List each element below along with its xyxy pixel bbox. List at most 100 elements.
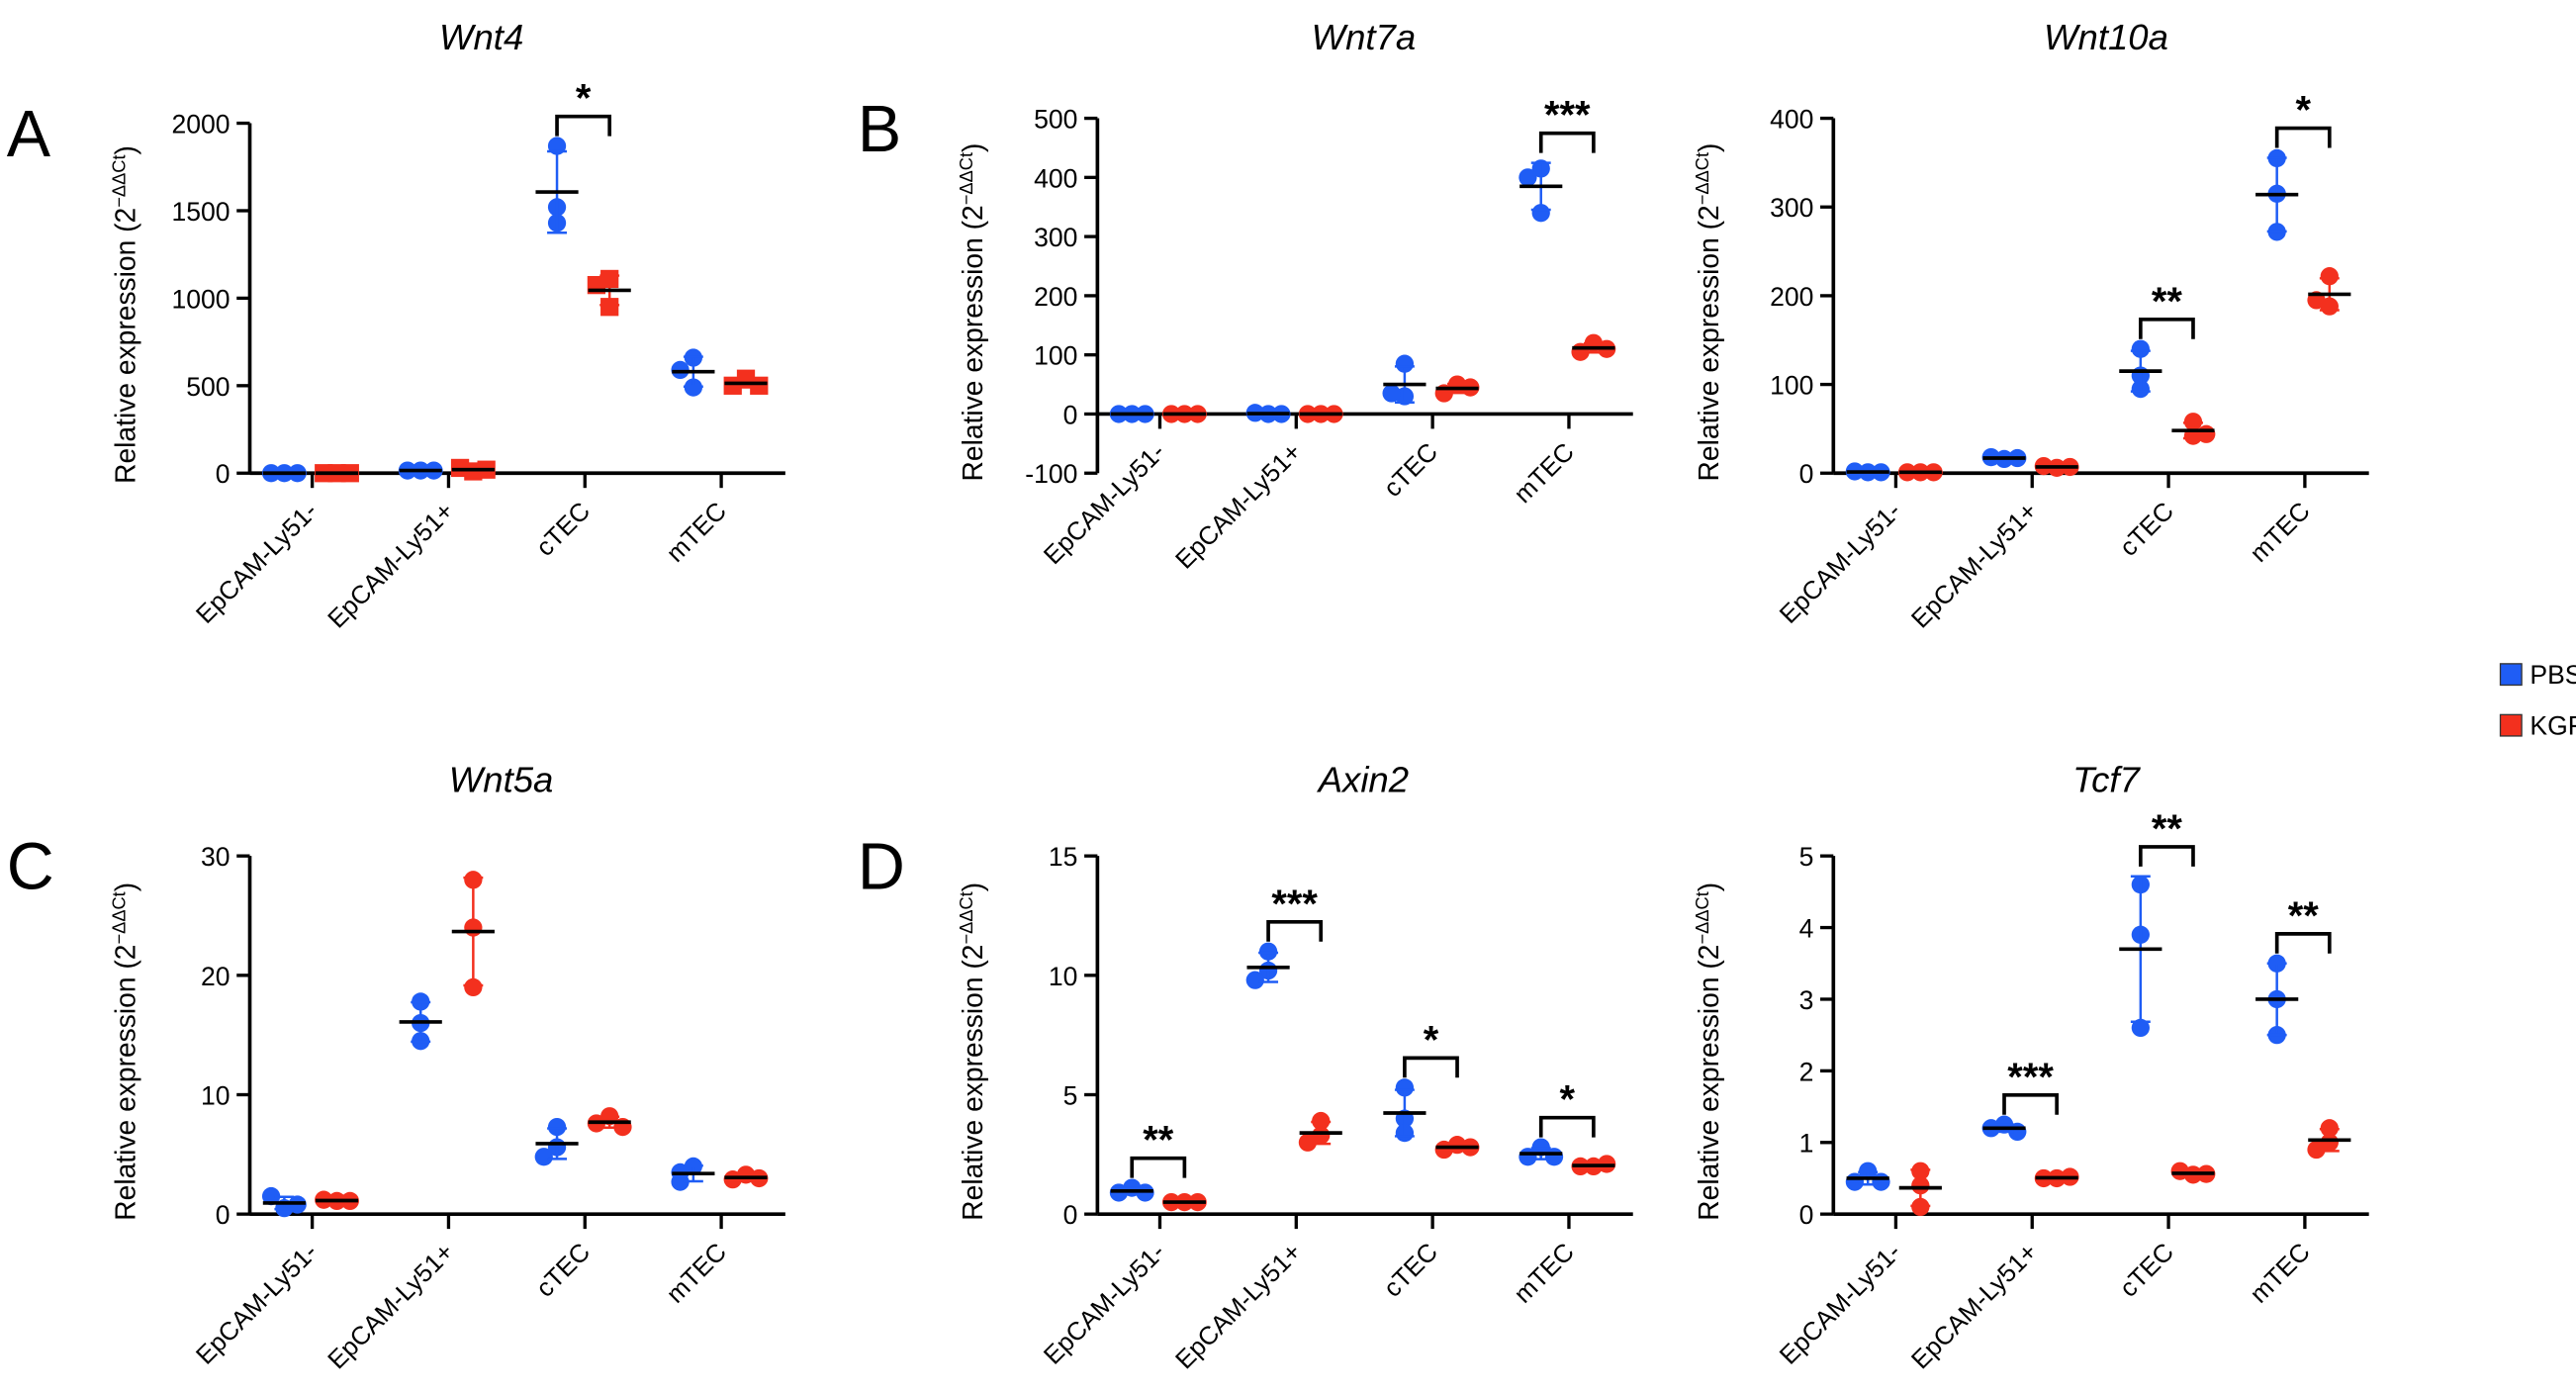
significance-label: ***: [2007, 1056, 2054, 1099]
panel-wnt10a: Wnt10a 0 100 200 300 400 Relative expression (…: [1692, 17, 2369, 634]
chart-title: Wnt7a: [1312, 17, 1417, 57]
legend-label: KGF: [2530, 710, 2576, 740]
y-axis-label: Relative expression (2−ΔΔCt): [108, 883, 140, 1221]
y-label-main: Relative expression (2: [109, 208, 140, 484]
x-tick-label: EpCAM-Ly51-: [191, 1238, 322, 1369]
x-tick-label: EpCAM-Ly51+: [322, 1238, 459, 1374]
x-tick-label: EpCAM-Ly51-: [1775, 498, 1906, 629]
chart-title: Axin2: [1317, 759, 1409, 799]
significance-bracket: [1130, 1156, 1187, 1178]
pbs-point: [1845, 1172, 1865, 1191]
significance-label: **: [2152, 280, 2183, 324]
x-tick-label: cTEC: [1379, 1238, 1443, 1302]
y-label-close: ): [957, 883, 988, 891]
kgf-point: [2197, 424, 2216, 443]
kgf-point: [1298, 1133, 1318, 1152]
x-tick-label: EpCAM-Ly51+: [1170, 1238, 1307, 1374]
y-tick-label: 0: [216, 459, 230, 489]
y-label-close: ): [1693, 143, 1724, 152]
y-tick-label: 2000: [172, 110, 230, 139]
pbs-point: [1382, 384, 1401, 403]
y-label-close: ): [109, 883, 140, 891]
significance-label: *: [1560, 1078, 1576, 1122]
x-tick-label: EpCAM-Ly51-: [1775, 1238, 1906, 1369]
y-tick-label: 0: [1063, 400, 1078, 429]
y-label-main: Relative expression (2: [957, 945, 988, 1221]
x-tick-label: EpCAM-Ly51+: [1906, 498, 2043, 634]
y-tick-label: 0: [1063, 1200, 1078, 1230]
y-label-superscript: −ΔΔCt: [108, 154, 129, 207]
kgf-point: [464, 977, 483, 997]
y-tick-label: 400: [1034, 163, 1077, 193]
y-axis-label: Relative expression (2−ΔΔCt): [956, 883, 989, 1221]
pbs-point: [261, 1186, 281, 1206]
y-tick-label: 500: [1034, 105, 1077, 135]
y-tick-label: 0: [1799, 459, 1814, 489]
y-tick-label: 1: [1799, 1129, 1814, 1159]
panel-letter: B: [858, 93, 901, 166]
pbs-point: [2131, 1018, 2150, 1038]
x-tick-label: EpCAM-Ly51-: [1039, 1238, 1170, 1369]
x-tick-label: mTEC: [662, 1238, 732, 1308]
panel-letter: D: [858, 830, 905, 903]
y-label-superscript: −ΔΔCt: [108, 891, 129, 944]
y-label-superscript: −ΔΔCt: [956, 152, 976, 205]
significance-bracket: [2274, 932, 2332, 954]
pbs-point: [1531, 204, 1550, 223]
x-tick-label: EpCAM-Ly51+: [1170, 438, 1307, 575]
x-tick-label: mTEC: [1510, 1238, 1580, 1308]
x-tick-label: EpCAM-Ly51-: [1039, 438, 1170, 570]
y-tick-label: 200: [1034, 282, 1077, 312]
significance-bracket: [1266, 919, 1324, 942]
pbs-point: [1518, 1148, 1537, 1166]
significance-bracket: [2274, 126, 2332, 148]
y-label-close: ): [109, 145, 140, 154]
pbs-point: [1544, 1148, 1564, 1166]
y-label-superscript: −ΔΔCt: [1692, 891, 1712, 944]
y-tick-label: 5: [1799, 842, 1814, 872]
x-tick-label: mTEC: [2245, 498, 2315, 568]
y-label-main: Relative expression (2: [109, 945, 140, 1221]
y-tick-label: 200: [1770, 282, 1813, 312]
significance-label: ***: [1271, 883, 1318, 926]
y-tick-label: 1500: [172, 197, 230, 227]
pbs-point: [2131, 339, 2150, 358]
y-tick-label: 500: [186, 372, 230, 402]
x-tick-label: cTEC: [2115, 498, 2179, 562]
y-label-close: ): [957, 143, 988, 152]
y-tick-label: 1000: [172, 284, 230, 314]
y-label-main: Relative expression (2: [1693, 205, 1724, 481]
kgf-point: [600, 298, 619, 317]
y-tick-label: 5: [1063, 1080, 1078, 1110]
pbs-point: [1245, 971, 1264, 989]
kgf-point: [2307, 1140, 2326, 1160]
legend-swatch-kgf: [2499, 713, 2523, 737]
y-axis-label: Relative expression (2−ΔΔCt): [956, 143, 989, 482]
x-tick-label: EpCAM-Ly51+: [322, 498, 459, 634]
y-tick-label: 4: [1799, 914, 1814, 944]
kgf-point: [2320, 267, 2339, 286]
legend-swatch-pbs: [2499, 663, 2523, 687]
y-label-main: Relative expression (2: [957, 205, 988, 481]
significance-bracket: [2002, 1092, 2059, 1115]
y-axis-label: Relative expression (2−ΔΔCt): [1692, 143, 1725, 482]
y-tick-label: 30: [201, 842, 230, 872]
pbs-point: [547, 1117, 567, 1137]
significance-bracket: [2139, 845, 2195, 867]
pbs-point: [534, 1148, 553, 1166]
x-tick-label: cTEC: [531, 498, 596, 562]
y-label-superscript: −ΔΔCt: [956, 891, 976, 944]
significance-bracket: [1403, 1056, 1459, 1078]
significance-bracket: [2139, 317, 2195, 339]
significance-label: *: [1424, 1018, 1439, 1062]
panel-wnt5a: Wnt5a C 0 10 20 30 Relative expression (2−ΔΔCt…: [7, 759, 785, 1374]
pbs-point: [1258, 942, 1278, 961]
y-label-superscript: −ΔΔCt: [1692, 152, 1712, 205]
y-tick-label: 400: [1770, 105, 1813, 135]
significance-label: *: [576, 77, 592, 121]
significance-label: **: [2288, 894, 2320, 938]
y-tick-label: 100: [1770, 371, 1813, 401]
pbs-point: [1395, 354, 1415, 373]
y-tick-label: 0: [216, 1200, 230, 1230]
pbs-point: [1872, 1172, 1890, 1191]
